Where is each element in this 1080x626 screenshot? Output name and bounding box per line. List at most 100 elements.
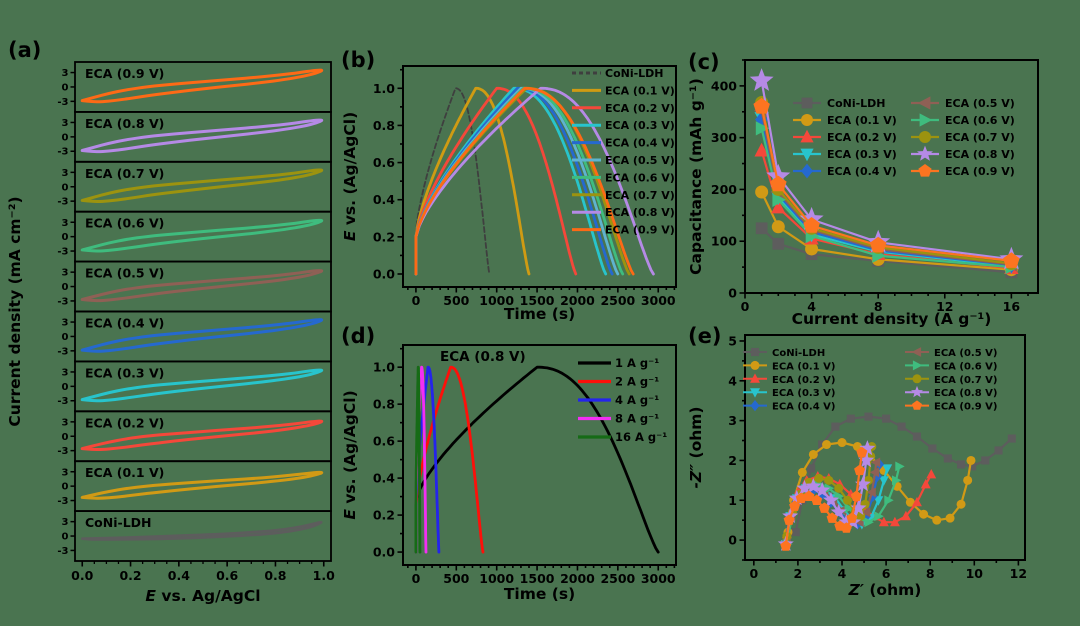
svg-text:3: 3 [62, 168, 69, 179]
svg-text:200: 200 [711, 182, 737, 197]
svg-text:ECA (0.4 V): ECA (0.4 V) [85, 316, 164, 331]
svg-text:CoNi-LDH: CoNi-LDH [827, 97, 886, 110]
svg-text:4: 4 [728, 373, 737, 388]
svg-text:3: 3 [62, 318, 69, 329]
svg-text:-3: -3 [57, 296, 68, 307]
svg-text:12: 12 [936, 299, 953, 314]
svg-text:-3: -3 [57, 496, 68, 507]
svg-text:ECA (0.8 V): ECA (0.8 V) [440, 349, 526, 365]
svg-text:-Z″ (ohm): -Z″ (ohm) [687, 406, 705, 488]
svg-text:ECA (0.4 V): ECA (0.4 V) [827, 165, 897, 178]
svg-text:0: 0 [62, 132, 69, 143]
svg-text:4: 4 [807, 299, 816, 314]
svg-text:1: 1 [728, 493, 737, 508]
svg-text:500: 500 [443, 571, 469, 586]
svg-text:0: 0 [62, 282, 69, 293]
svg-text:0: 0 [62, 532, 69, 543]
svg-text:1500: 1500 [520, 571, 555, 586]
svg-text:1.0: 1.0 [373, 360, 395, 375]
svg-text:ECA (0.8 V): ECA (0.8 V) [605, 206, 675, 219]
svg-text:Time (s): Time (s) [504, 585, 575, 603]
svg-text:ECA (0.5 V): ECA (0.5 V) [85, 266, 164, 281]
svg-text:400: 400 [711, 78, 737, 93]
svg-text:0: 0 [62, 232, 69, 243]
svg-text:300: 300 [711, 130, 737, 145]
svg-text:8: 8 [926, 566, 935, 581]
svg-text:ECA (0.7 V): ECA (0.7 V) [934, 375, 997, 386]
panel-d-gcd-rate-chart: 0 500 1000 1500 2000 2500 3000 0.0 0.2 0.4 0.6 0.8 1… [341, 344, 677, 603]
svg-text:1000: 1000 [479, 571, 514, 586]
svg-text:CoNi-LDH: CoNi-LDH [85, 515, 152, 530]
svg-text:0.8: 0.8 [373, 118, 395, 133]
svg-text:0: 0 [728, 533, 737, 548]
svg-text:1.0: 1.0 [373, 81, 395, 96]
svg-text:0.8: 0.8 [264, 568, 286, 583]
svg-text:ECA (0.9 V): ECA (0.9 V) [945, 165, 1015, 178]
svg-text:0.4: 0.4 [373, 192, 395, 207]
svg-text:ECA (0.3 V): ECA (0.3 V) [85, 365, 164, 380]
svg-text:-3: -3 [57, 546, 68, 557]
svg-text:Z′ (ohm): Z′ (ohm) [848, 581, 922, 599]
svg-text:ECA (0.2 V): ECA (0.2 V) [605, 102, 675, 115]
svg-text:E vs. (Ag/AgCl): E vs. (Ag/AgCl) [341, 112, 359, 241]
panel-e-tag: (e) [688, 324, 722, 348]
svg-text:E vs. Ag/AgCl: E vs. Ag/AgCl [145, 587, 260, 605]
svg-text:2500: 2500 [600, 293, 635, 308]
svg-text:1.0: 1.0 [313, 568, 335, 583]
svg-text:CoNi-LDH: CoNi-LDH [772, 348, 825, 359]
svg-text:12: 12 [1010, 566, 1027, 581]
svg-text:ECA (0.3 V): ECA (0.3 V) [772, 388, 835, 399]
svg-text:3: 3 [62, 218, 69, 229]
svg-text:0: 0 [62, 332, 69, 343]
svg-text:ECA (0.1 V): ECA (0.1 V) [772, 361, 835, 372]
svg-text:E vs. (Ag/AgCl): E vs. (Ag/AgCl) [341, 390, 359, 519]
svg-text:ECA (0.6 V): ECA (0.6 V) [605, 171, 675, 184]
svg-text:ECA (0.5 V): ECA (0.5 V) [945, 97, 1015, 110]
svg-text:2: 2 [728, 453, 737, 468]
svg-text:8 A g⁻¹: 8 A g⁻¹ [615, 412, 659, 426]
svg-text:500: 500 [443, 293, 469, 308]
svg-text:4 A g⁻¹: 4 A g⁻¹ [615, 393, 659, 407]
svg-text:ECA (0.3 V): ECA (0.3 V) [605, 119, 675, 132]
svg-text:0: 0 [412, 293, 421, 308]
svg-text:0: 0 [741, 299, 750, 314]
svg-text:ECA (0.4 V): ECA (0.4 V) [772, 402, 835, 413]
svg-text:ECA (0.9 V): ECA (0.9 V) [934, 402, 997, 413]
svg-text:0.0: 0.0 [373, 267, 395, 282]
svg-text:Current density (A g⁻¹): Current density (A g⁻¹) [792, 310, 992, 328]
svg-text:ECA (0.8 V): ECA (0.8 V) [85, 116, 164, 131]
svg-text:2: 2 [794, 566, 803, 581]
svg-text:0.6: 0.6 [216, 568, 238, 583]
svg-text:8: 8 [874, 299, 883, 314]
svg-text:-3: -3 [57, 147, 68, 158]
svg-text:0.4: 0.4 [168, 568, 190, 583]
svg-text:ECA (0.5 V): ECA (0.5 V) [934, 348, 997, 359]
svg-text:0: 0 [62, 432, 69, 443]
svg-text:-3: -3 [57, 396, 68, 407]
svg-text:3: 3 [62, 517, 69, 528]
svg-text:3: 3 [62, 367, 69, 378]
svg-text:6: 6 [882, 566, 891, 581]
svg-text:0: 0 [728, 286, 737, 301]
svg-text:ECA (0.2 V): ECA (0.2 V) [827, 131, 897, 144]
svg-text:3000: 3000 [641, 293, 676, 308]
panel-c-capacitance-chart: 0 4 8 12 16 0 100 200 300 400 Current density (A g… [687, 59, 1039, 328]
svg-text:4: 4 [838, 566, 847, 581]
svg-text:0.2: 0.2 [373, 508, 395, 523]
svg-text:Time (s): Time (s) [504, 305, 575, 323]
panel-a-tag: (a) [8, 38, 42, 62]
svg-text:ECA (0.9 V): ECA (0.9 V) [605, 224, 675, 237]
svg-text:0.2: 0.2 [373, 229, 395, 244]
svg-text:0: 0 [62, 82, 69, 93]
svg-text:1000: 1000 [479, 293, 514, 308]
svg-text:ECA (0.3 V): ECA (0.3 V) [827, 148, 897, 161]
svg-text:2 A g⁻¹: 2 A g⁻¹ [615, 375, 659, 389]
svg-text:0.4: 0.4 [373, 471, 395, 486]
svg-text:-3: -3 [57, 247, 68, 258]
svg-text:0: 0 [62, 482, 69, 493]
svg-text:-3: -3 [57, 346, 68, 357]
svg-text:5: 5 [728, 333, 737, 348]
svg-text:3: 3 [62, 467, 69, 478]
svg-text:ECA (0.7 V): ECA (0.7 V) [85, 166, 164, 181]
